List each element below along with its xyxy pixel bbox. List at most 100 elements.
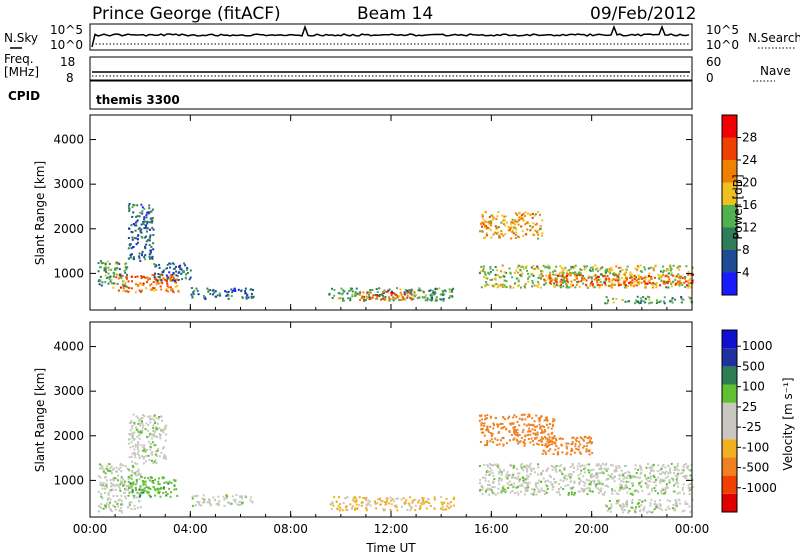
vel-scatter-cell bbox=[579, 436, 582, 439]
power-scatter-cell bbox=[623, 283, 626, 286]
vel-scatter-cell bbox=[536, 431, 539, 434]
power-scatter-cell bbox=[623, 279, 625, 282]
power-scatter-cell bbox=[135, 243, 138, 246]
vel-scatter-cell bbox=[140, 488, 143, 491]
vel-scatter-cell bbox=[586, 463, 589, 466]
power-scatter-cell bbox=[537, 237, 540, 240]
vel-scatter-cell bbox=[159, 495, 162, 498]
power-scatter-cell bbox=[648, 281, 651, 284]
vel-scatter-cell bbox=[541, 489, 544, 492]
vel-scatter-cell bbox=[657, 464, 660, 467]
power-scatter-cell bbox=[583, 265, 586, 268]
vel-scatter-cell bbox=[145, 460, 148, 463]
power-scatter-cell bbox=[678, 276, 681, 278]
power-scatter-cell bbox=[479, 230, 481, 233]
power-scatter-cell bbox=[369, 291, 372, 294]
vel-scatter-cell bbox=[583, 471, 586, 474]
power-scatter-cell bbox=[422, 290, 425, 293]
vel-scatter-cell bbox=[338, 496, 340, 499]
power-scatter-cell bbox=[127, 237, 130, 239]
power-scatter-cell bbox=[643, 280, 646, 283]
x-tick-label: 12:00 bbox=[374, 522, 409, 536]
power-scatter-cell bbox=[162, 277, 165, 280]
vel-scatter-cell bbox=[541, 425, 544, 427]
vel-scatter-cell bbox=[131, 490, 134, 493]
power-scatter-cell bbox=[615, 278, 617, 281]
power-scatter-cell bbox=[489, 267, 492, 270]
vel-scatter-cell bbox=[421, 503, 424, 506]
vel-scatter-cell bbox=[523, 423, 526, 426]
vel-scatter-cell bbox=[217, 504, 220, 507]
vel-scatter-cell bbox=[634, 508, 637, 510]
power-scatter-cell bbox=[581, 278, 584, 281]
vel-scatter-cell bbox=[552, 465, 555, 468]
vel-scatter-cell bbox=[550, 427, 553, 430]
power-scatter-cell bbox=[356, 292, 359, 295]
vel-scatter-cell bbox=[104, 506, 107, 509]
vel-scatter-cell bbox=[99, 476, 102, 479]
power-scatter-cell bbox=[412, 298, 415, 301]
vel-scatter-cell bbox=[138, 500, 141, 503]
power-scatter-cell bbox=[366, 292, 369, 295]
power-scatter-cell bbox=[209, 289, 211, 292]
vel-scatter-cell bbox=[547, 441, 550, 444]
vel-scatter-cell bbox=[143, 444, 146, 447]
vel-scatter-cell bbox=[499, 439, 502, 442]
vel-scatter-cell bbox=[561, 473, 564, 475]
vel-scatter-cell bbox=[119, 466, 122, 469]
vel-scatter-cell bbox=[158, 487, 161, 490]
vel-scatter-cell bbox=[527, 475, 530, 478]
vel-scatter-cell bbox=[512, 438, 515, 441]
power-scatter-cell bbox=[644, 275, 647, 278]
power-scatter-cell bbox=[608, 268, 611, 271]
vel-scatter-cell bbox=[540, 487, 543, 490]
vel-scatter-cell bbox=[613, 489, 616, 492]
colorbar-cell bbox=[722, 227, 737, 250]
power-scatter-cell bbox=[150, 210, 153, 213]
power-scatter-cell bbox=[580, 280, 583, 283]
power-scatter-cell bbox=[638, 278, 641, 281]
vel-scatter-cell bbox=[481, 493, 484, 496]
power-scatter-cell bbox=[165, 274, 168, 277]
vel-scatter-cell bbox=[493, 478, 496, 481]
power-scatter-cell bbox=[678, 284, 681, 287]
power-scatter-cell bbox=[498, 226, 501, 229]
vel-scatter-cell bbox=[579, 472, 582, 475]
vel-scatter-cell bbox=[523, 493, 526, 496]
vel-scatter-cell bbox=[131, 470, 134, 472]
power-scatter-cell bbox=[384, 296, 387, 298]
power-scatter-cell bbox=[153, 263, 156, 265]
vel-scatter-cell bbox=[110, 485, 113, 488]
vel-scatter-cell bbox=[550, 464, 553, 467]
power-scatter-cell bbox=[158, 276, 161, 278]
vel-scatter-cell bbox=[521, 468, 524, 471]
vel-scatter-cell bbox=[677, 469, 680, 472]
power-scatter-cell bbox=[510, 221, 513, 223]
power-scatter-cell bbox=[579, 272, 582, 275]
vel-scatter-cell bbox=[529, 441, 532, 444]
vel-scatter-cell bbox=[346, 496, 349, 499]
power-scatter-cell bbox=[493, 284, 496, 287]
vel-scatter-cell bbox=[585, 478, 588, 481]
vel-scatter-cell bbox=[511, 475, 514, 478]
power-scatter-cell bbox=[216, 294, 219, 297]
vel-scatter-cell bbox=[568, 473, 571, 476]
vel-scatter-cell bbox=[601, 471, 604, 474]
power-scatter-cell bbox=[655, 284, 658, 287]
vel-scatter-cell bbox=[664, 466, 667, 469]
vel-scatter-cell bbox=[689, 474, 692, 477]
power-scatter-cell bbox=[668, 280, 671, 283]
vel-scatter-cell bbox=[419, 502, 422, 505]
power-scatter-cell bbox=[404, 288, 407, 291]
colorbar-cell bbox=[722, 457, 737, 476]
vel-scatter-cell bbox=[208, 501, 211, 504]
vel-scatter-cell bbox=[492, 474, 495, 477]
vel-scatter-cell bbox=[594, 486, 597, 489]
power-scatter-cell bbox=[484, 224, 486, 227]
power-scatter-cell bbox=[251, 296, 254, 299]
vel-scatter-cell bbox=[668, 479, 671, 482]
power-scatter-cell bbox=[521, 217, 524, 220]
power-scatter-cell bbox=[481, 213, 484, 216]
vel-scatter-cell bbox=[517, 475, 520, 478]
vel-scatter-cell bbox=[134, 445, 137, 448]
